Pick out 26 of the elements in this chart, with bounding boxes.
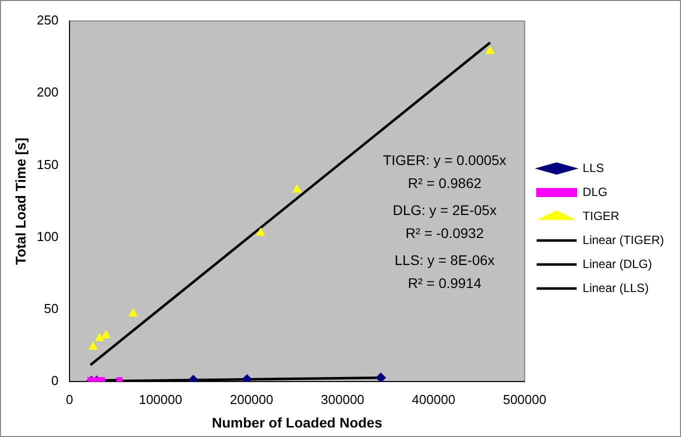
legend-label: LLS <box>582 160 604 175</box>
legend-label: Linear (TIGER) <box>582 232 664 247</box>
annotation: LLS: y = 8E-06x <box>394 252 495 268</box>
x-tick-label: 400000 <box>412 392 456 407</box>
y-axis-title: Total Load Time [s] <box>12 138 28 265</box>
legend-label: Linear (LLS) <box>582 280 649 295</box>
annotation: TIGER: y = 0.0005x <box>382 152 506 168</box>
y-tick-label: 0 <box>51 373 58 388</box>
legend-label: DLG <box>582 184 608 199</box>
y-tick-label: 150 <box>36 156 58 172</box>
annotation: R² = -0.0932 <box>406 224 484 241</box>
x-tick-label: 0 <box>66 392 74 407</box>
x-axis-title: Number of Loaded Nodes <box>212 414 382 430</box>
x-tick-label: 100000 <box>138 392 182 407</box>
x-tick-label: 200000 <box>230 392 274 407</box>
legend-label: Linear (DLG) <box>582 256 652 271</box>
annotation: R² = 0.9914 <box>408 274 482 291</box>
legend-label: TIGER <box>582 208 620 223</box>
annotation: DLG: y = 2E-05x <box>392 202 497 218</box>
y-tick-label: 100 <box>36 228 58 244</box>
x-tick-label: 300000 <box>320 392 364 407</box>
annotation: R² = 0.9862 <box>408 174 482 191</box>
y-tick-label: 200 <box>36 84 58 100</box>
x-tick-label: 500000 <box>502 392 546 407</box>
y-tick-label: 50 <box>44 301 58 316</box>
y-tick-label: 250 <box>36 12 58 28</box>
